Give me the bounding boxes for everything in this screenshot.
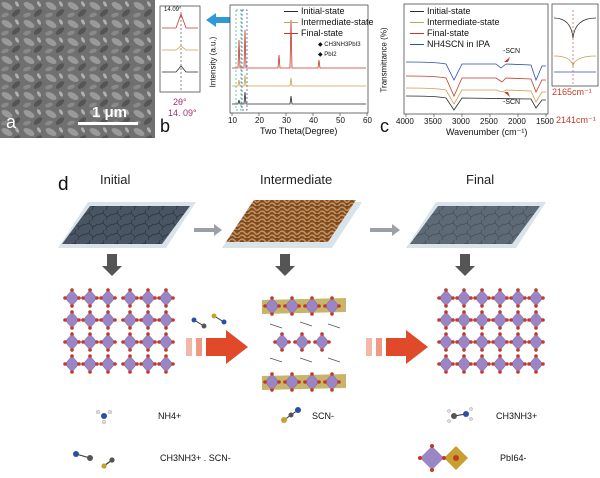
- inset-value-label: 14. 09°: [168, 108, 197, 118]
- panel-a: a 1 μm: [0, 0, 155, 138]
- marker-pbi2: ◆ PbI2: [318, 52, 337, 58]
- panel-c-plot: [403, 3, 599, 117]
- film-initial: [58, 202, 196, 248]
- orange-arrow-2-icon: [366, 330, 428, 364]
- panel-b-letter: b: [160, 116, 171, 136]
- scn-arrow-bottom-icon: [504, 92, 510, 97]
- peak-label-2: 2141cm⁻¹: [556, 115, 596, 125]
- inset-axis-label: 2θ°: [173, 97, 187, 107]
- scn-label-top: -SCN: [503, 48, 521, 55]
- peak-label-1: 2165cm⁻¹: [552, 87, 592, 97]
- film-intermediate: [222, 200, 362, 248]
- lattice-final: [436, 287, 546, 375]
- ftir-xlabel: Wavenumber (cm⁻¹): [446, 127, 528, 137]
- down-arrow-1-icon: [102, 254, 122, 276]
- label-ch3nh3: CH3NH3+: [496, 411, 538, 421]
- panel-b-plot: [159, 4, 369, 116]
- ftir-ticks: 4000 3500 3000 2500 2000 1500: [396, 117, 554, 126]
- xrd-xlabel: Two Theta(Degree): [260, 126, 338, 136]
- panel-c-letter: c: [380, 116, 389, 136]
- pbi6-icon: [418, 444, 468, 472]
- label-nh4: NH4+: [158, 411, 182, 421]
- stage-title-final: Final: [466, 172, 495, 187]
- lattice-intermediate: [262, 295, 346, 393]
- down-arrow-2-icon: [275, 254, 295, 276]
- panel-c: Transmittance (%) Initial-state Intermed…: [376, 0, 600, 138]
- nh4-molecule-icon: [95, 410, 112, 425]
- orange-arrow-1-icon: [186, 330, 248, 364]
- xrd-ticks: 10 20 30 40 50 60: [228, 116, 372, 125]
- ftir-ylabel: Transmittance (%): [379, 27, 389, 93]
- inset-peak-label: 14.09°: [164, 7, 182, 13]
- scn-molecule-icon: [191, 313, 227, 329]
- label-pbi6: PbI64-: [500, 453, 527, 463]
- panel-a-letter: a: [6, 112, 17, 132]
- xrd-ylabel: Intensity (a.u.): [208, 36, 218, 88]
- ftir-legend-initial: Initial-state: [427, 6, 471, 16]
- ch3nh3-molecule-icon: [447, 407, 473, 423]
- legend-final: Final-state: [301, 28, 344, 38]
- legend-intermediate: Intermediate-state: [301, 17, 374, 27]
- schematic: [58, 200, 546, 472]
- blue-arrow-icon: [206, 13, 230, 27]
- stage-title-initial: Initial: [100, 172, 131, 187]
- ftir-legend-final: Final-state: [427, 28, 470, 38]
- film-final: [406, 202, 546, 248]
- down-arrow-3-icon: [455, 254, 475, 276]
- gray-arrow-1-icon: [194, 224, 222, 236]
- panel-d-letter: d: [58, 174, 69, 195]
- stage-title-intermediate: Intermediate: [260, 172, 333, 187]
- sem-texture: [0, 0, 155, 138]
- ftir-legend-intermediate: Intermediate-state: [427, 17, 500, 27]
- gray-arrow-2-icon: [370, 224, 400, 236]
- label-scn: SCN-: [312, 411, 334, 421]
- xrd-legend: Initial-state Intermediate-state Final-s…: [284, 7, 374, 38]
- scn-arrow-top-icon: [504, 57, 510, 62]
- scale-label: 1 μm: [92, 104, 128, 121]
- panel-b: 14.09° 2θ° 14. 09° Intensity (a.u.) Init…: [158, 0, 374, 138]
- ftir-legend-nh4scn: NH4SCN in IPA: [427, 39, 490, 49]
- marker-perovskite: ◆ CH3NH3PbI3: [318, 42, 361, 48]
- ch3nh3-scn-pair-icon: [73, 451, 115, 469]
- scn-label-bottom: -SCN: [503, 99, 521, 106]
- lattice-initial: [62, 287, 176, 375]
- legend-initial: Initial-state: [301, 6, 345, 16]
- ftir-legend: Initial-state Intermediate-state Final-s…: [410, 7, 500, 49]
- label-pair: CH3NH3+ . SCN-: [160, 453, 231, 463]
- panel-d: d Initial Intermediate Final: [0, 150, 600, 478]
- scn-ion-icon: [281, 407, 301, 423]
- scale-bar: [78, 122, 138, 125]
